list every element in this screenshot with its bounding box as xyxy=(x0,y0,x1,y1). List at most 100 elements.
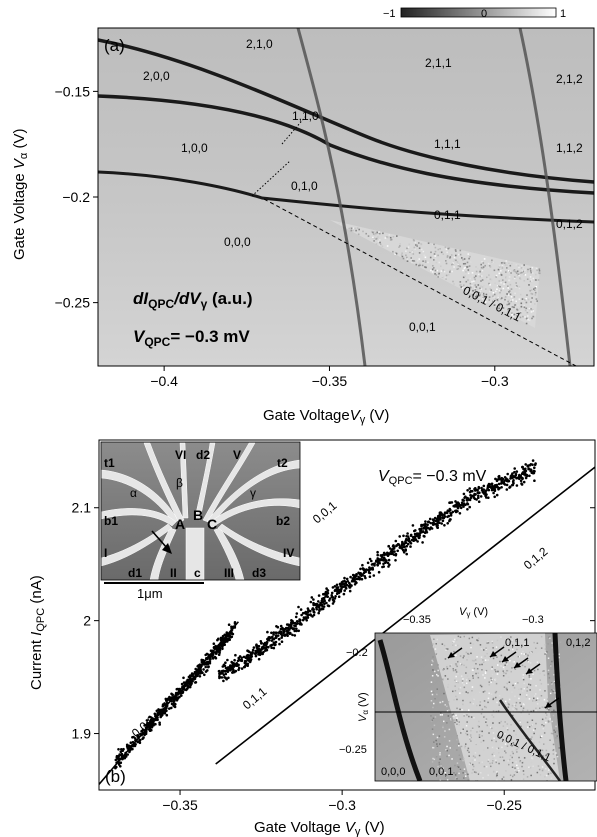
data-point xyxy=(157,708,160,711)
map-noise-dot xyxy=(455,772,458,774)
map-noise-dot xyxy=(540,635,543,638)
noise-dot xyxy=(496,285,499,287)
data-point xyxy=(223,664,227,668)
map-noise-dot xyxy=(482,659,484,661)
noise-dot xyxy=(488,274,490,276)
map-noise-dot xyxy=(463,655,465,657)
map-noise-dot xyxy=(543,674,546,676)
map-noise-dot xyxy=(438,735,441,737)
data-point xyxy=(381,558,384,562)
map-noise-dot xyxy=(545,721,547,724)
noise-dot xyxy=(479,287,481,290)
noise-dot xyxy=(434,255,436,257)
data-point xyxy=(318,604,322,607)
noise-dot xyxy=(384,237,387,239)
noise-dot xyxy=(509,283,512,286)
map-noise-dot xyxy=(446,705,448,708)
map-noise-dot xyxy=(508,649,510,651)
data-point xyxy=(306,613,310,617)
data-point xyxy=(419,530,422,533)
map-noise-dot xyxy=(471,690,473,692)
noise-dot xyxy=(493,293,496,296)
noise-dot xyxy=(474,278,476,281)
data-point xyxy=(387,552,391,556)
noise-dot xyxy=(530,311,533,313)
annotation-didv-tail: (a.u.) xyxy=(207,289,252,308)
map-noise-dot xyxy=(434,716,437,718)
data-point xyxy=(267,637,271,641)
map-noise-dot xyxy=(455,680,458,683)
map-noise-dot xyxy=(535,699,538,701)
data-point xyxy=(206,662,210,666)
map-noise-dot xyxy=(553,681,556,683)
noise-dot xyxy=(465,280,468,283)
data-point xyxy=(424,520,427,523)
data-point xyxy=(390,552,394,556)
data-point xyxy=(373,564,376,567)
noise-dot xyxy=(485,293,488,296)
map-noise-dot xyxy=(492,760,494,762)
map-noise-dot xyxy=(535,647,537,649)
data-point xyxy=(331,586,335,589)
sem-gate xyxy=(194,442,216,521)
vqpc-label-b-sub: QPC xyxy=(389,475,413,487)
map-noise-dot xyxy=(512,775,514,778)
noise-dot xyxy=(500,270,502,272)
noise-dot xyxy=(475,294,478,297)
map-noise-dot xyxy=(459,663,462,665)
noise-dot xyxy=(415,244,417,246)
sem-gate xyxy=(100,508,177,527)
noise-dot xyxy=(469,282,472,285)
noise-dot xyxy=(437,276,439,278)
map-top-tick: −0.35 xyxy=(403,614,431,626)
data-point xyxy=(141,728,145,731)
map-noise-dot xyxy=(492,757,494,760)
noise-dot xyxy=(434,250,437,253)
data-point xyxy=(338,582,342,586)
colorbar-tick-min: −1 xyxy=(383,8,396,20)
map-noise-dot xyxy=(472,669,474,671)
noise-dot xyxy=(352,227,355,229)
map-noise-dot xyxy=(521,765,523,768)
map-noise-dot xyxy=(512,648,514,651)
map-noise-dot xyxy=(435,756,438,758)
data-point xyxy=(533,463,537,467)
map-noise-dot xyxy=(473,667,476,670)
noise-dot xyxy=(476,292,478,294)
map-noise-dot xyxy=(473,717,475,719)
noise-dot xyxy=(430,251,432,254)
data-point xyxy=(505,483,509,487)
data-point xyxy=(222,679,225,683)
map-noise-dot xyxy=(498,736,501,738)
data-point xyxy=(313,611,316,614)
noise-dot xyxy=(506,267,508,269)
map-noise-dot xyxy=(495,740,497,743)
map-noise-dot xyxy=(479,684,482,687)
map-noise-dot xyxy=(522,678,525,681)
data-point xyxy=(436,514,440,518)
data-point xyxy=(226,669,229,672)
data-point xyxy=(280,636,284,639)
data-point xyxy=(290,621,293,624)
data-point xyxy=(140,730,143,733)
data-point xyxy=(201,671,204,675)
noise-dot xyxy=(389,239,392,241)
map-noise-dot xyxy=(471,686,474,688)
noise-dot xyxy=(379,243,382,246)
map-noise-dot xyxy=(442,679,444,681)
map-noise-dot xyxy=(436,743,438,745)
map-noise-dot xyxy=(486,652,488,655)
map-noise-dot xyxy=(431,693,434,696)
data-point xyxy=(361,563,364,567)
noise-dot xyxy=(488,290,491,293)
map-noise-dot xyxy=(462,699,464,702)
map-noise-dot xyxy=(553,762,555,765)
noise-dot xyxy=(444,276,447,279)
annotation-vqpc: VQPC= −0.3 mV xyxy=(133,327,250,349)
data-point xyxy=(246,662,250,666)
data-point xyxy=(188,680,191,684)
map-noise-dot xyxy=(531,719,534,721)
data-point xyxy=(119,750,123,754)
noise-dot xyxy=(513,313,516,316)
data-point xyxy=(227,623,231,626)
